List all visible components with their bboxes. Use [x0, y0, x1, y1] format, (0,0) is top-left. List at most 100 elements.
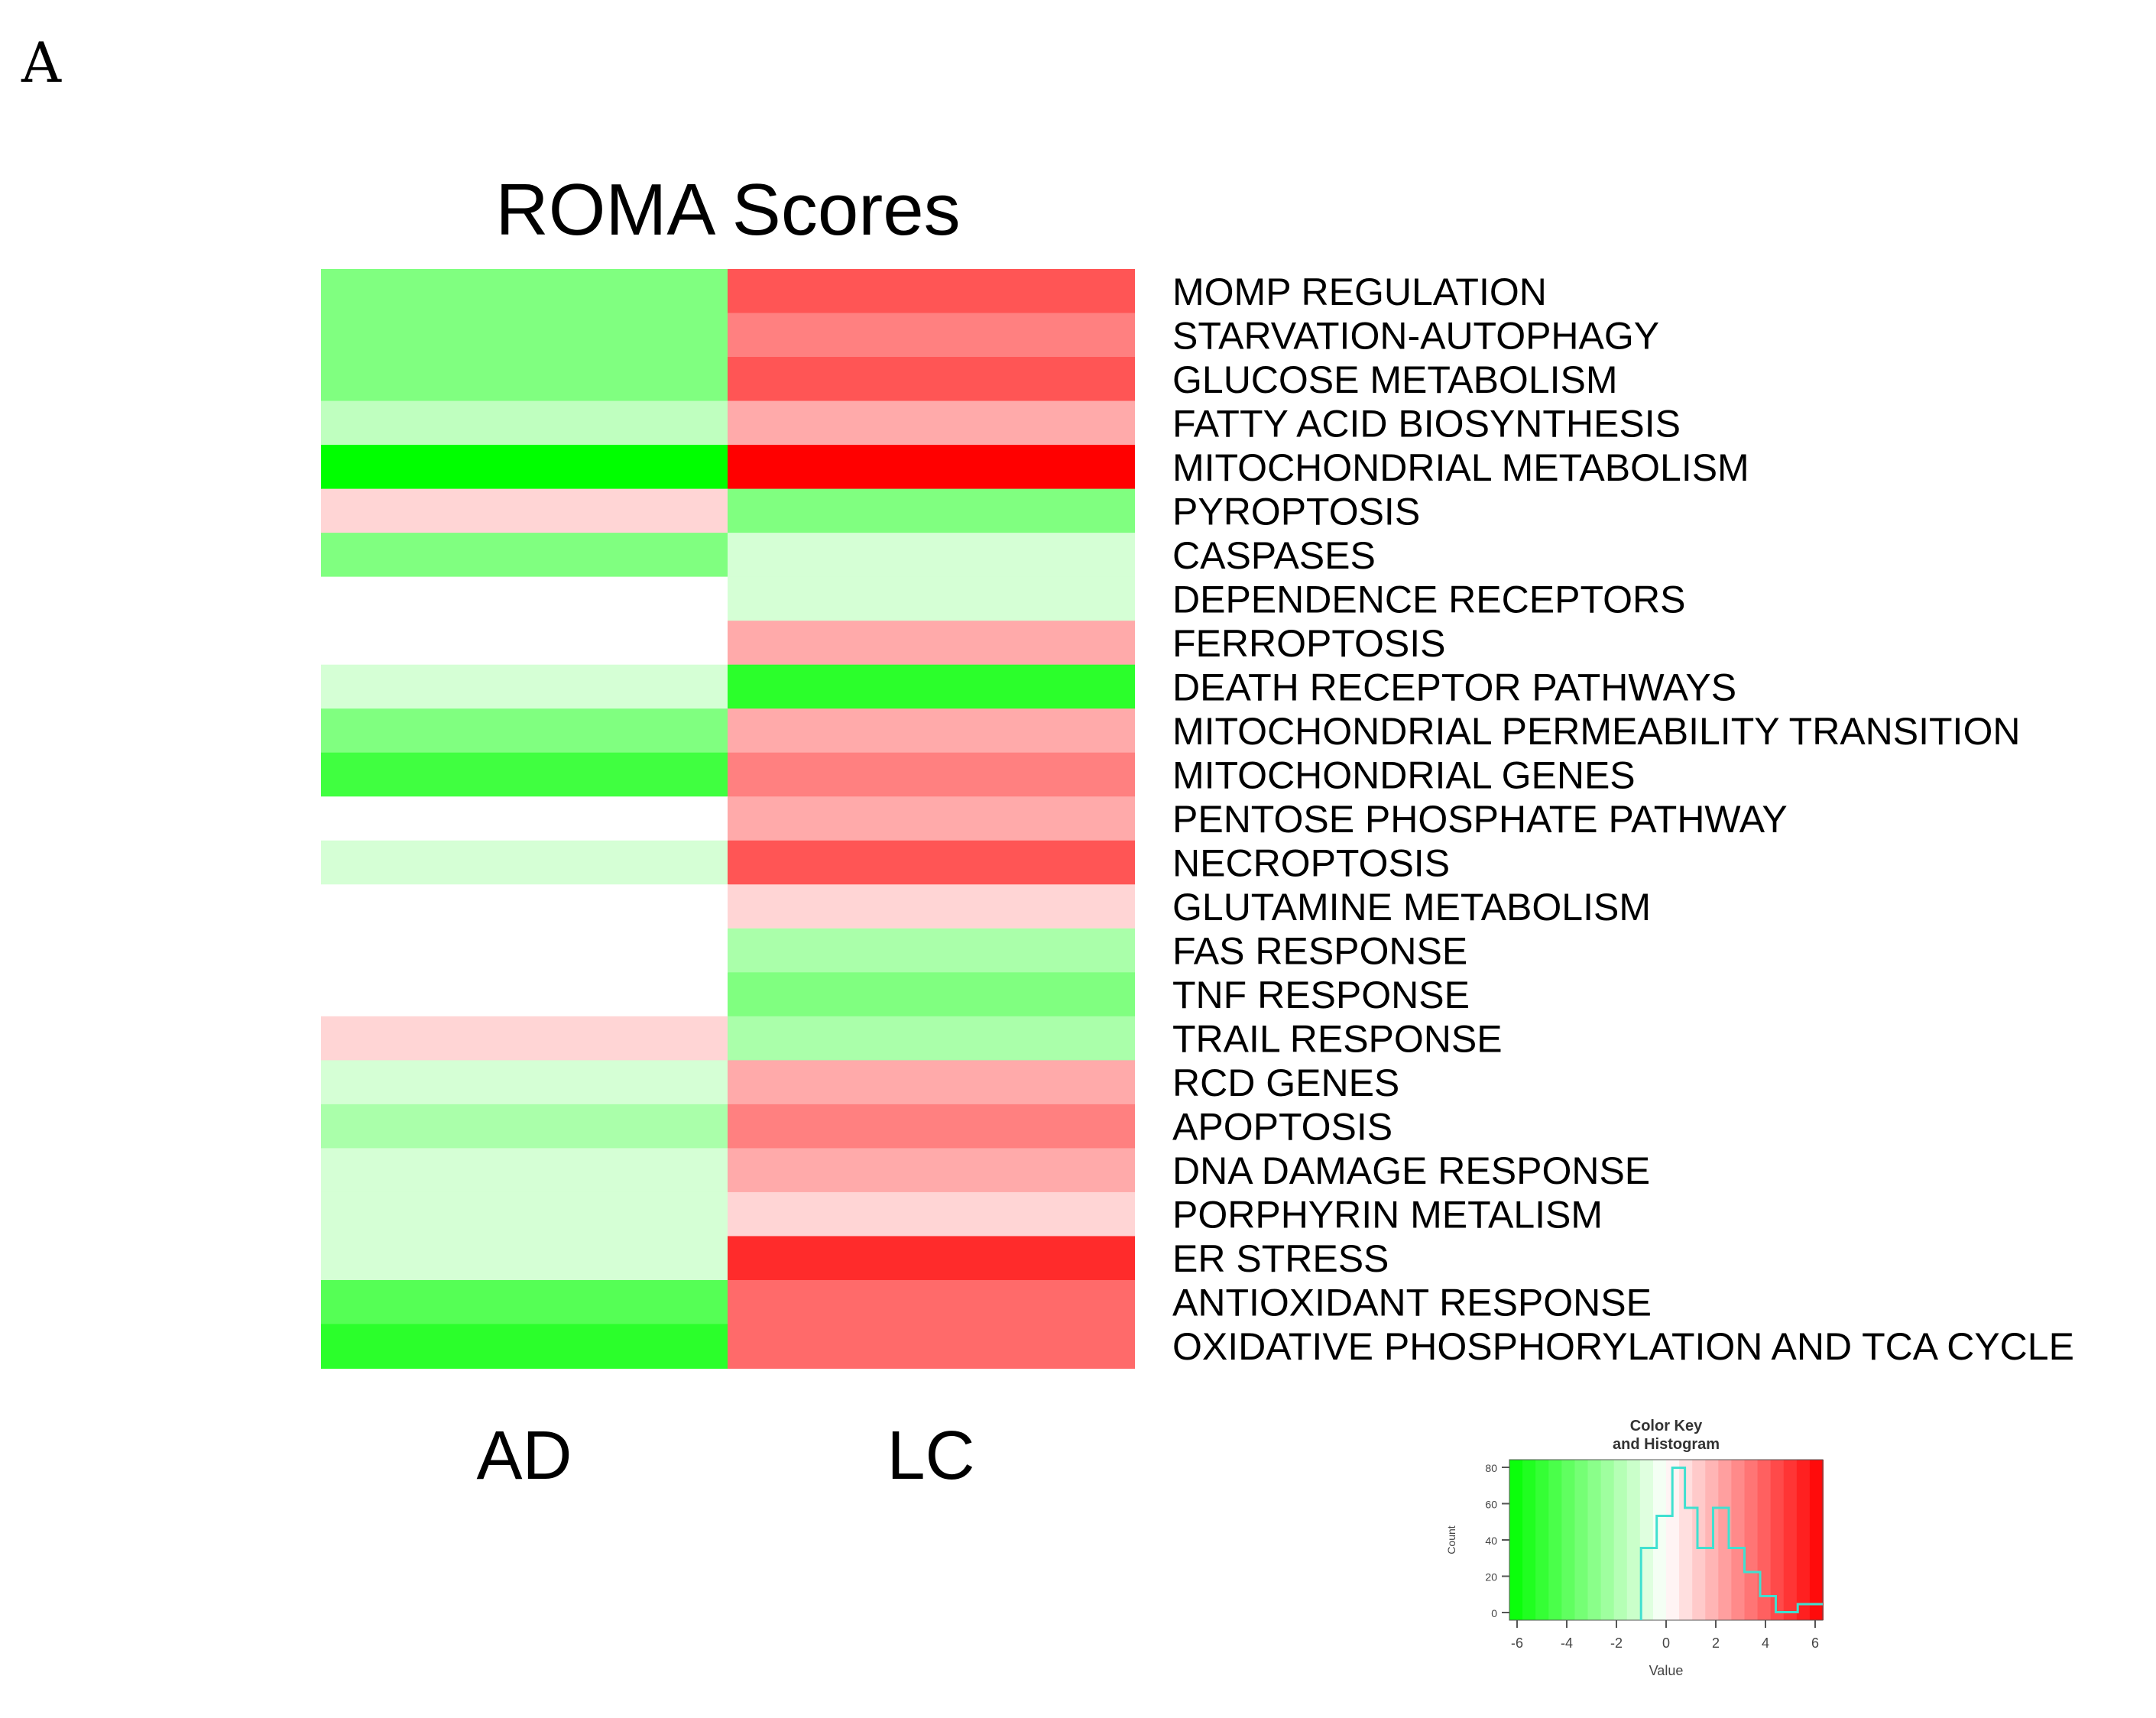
heatmap-cell: [728, 313, 1135, 358]
heatmap-cell: [728, 269, 1135, 314]
heatmap-cell: [321, 400, 728, 446]
row-label: APOPTOSIS: [1172, 1106, 1392, 1149]
color-key-swatch: [1809, 1460, 1824, 1620]
color-key-swatch: [1639, 1460, 1654, 1620]
heatmap-cell: [728, 533, 1135, 578]
color-key-swatch: [1509, 1460, 1524, 1620]
heatmap-cell: [321, 708, 728, 754]
heatmap-cell: [728, 1191, 1135, 1237]
color-key-swatch: [1718, 1460, 1733, 1620]
heatmap-cell: [321, 445, 728, 490]
row-label: PENTOSE PHOSPHATE PATHWAY: [1172, 798, 1788, 841]
color-key-swatch: [1666, 1460, 1681, 1620]
heatmap-cell: [321, 884, 728, 929]
color-key-y-tick-label: 20: [1485, 1571, 1497, 1583]
color-key-swatch: [1613, 1460, 1628, 1620]
heatmap-cell: [728, 664, 1135, 710]
color-key-y-tick-label: 40: [1485, 1535, 1497, 1547]
row-label: DEPENDENCE RECEPTORS: [1172, 578, 1685, 621]
heatmap-cell: [321, 488, 728, 534]
heatmap-cell: [728, 928, 1135, 974]
heatmap-cell: [321, 1148, 728, 1193]
row-label: MITOCHONDRIAL PERMEABILITY TRANSITION: [1172, 710, 2020, 753]
color-key-swatch: [1679, 1460, 1694, 1620]
color-key-x-tick-label: 6: [1811, 1635, 1819, 1651]
row-label: DNA DAMAGE RESPONSE: [1172, 1149, 1650, 1192]
heatmap-cell: [321, 752, 728, 798]
color-key-x-tick-label: -2: [1610, 1635, 1623, 1651]
heatmap-cell: [728, 576, 1135, 622]
heatmap-cell: [728, 445, 1135, 490]
heatmap-cell: [321, 840, 728, 886]
heatmap-cell: [728, 1236, 1135, 1281]
row-label: CASPASES: [1172, 534, 1376, 577]
heatmap-cell: [728, 621, 1135, 666]
color-key-swatch: [1535, 1460, 1550, 1620]
row-label: GLUCOSE METABOLISM: [1172, 358, 1618, 401]
color-key-swatch: [1548, 1460, 1563, 1620]
heatmap-cell: [321, 1060, 728, 1105]
heatmap-cell: [728, 840, 1135, 886]
heatmap-cell: [321, 621, 728, 666]
row-label: RCD GENES: [1172, 1062, 1399, 1104]
row-label: TNF RESPONSE: [1172, 974, 1470, 1016]
row-label: PORPHYRIN METALISM: [1172, 1194, 1603, 1237]
row-label: NECROPTOSIS: [1172, 842, 1450, 885]
heatmap-cell: [321, 1016, 728, 1062]
heatmap-cell: [321, 1191, 728, 1237]
row-label: TRAIL RESPONSE: [1172, 1018, 1503, 1061]
color-key-swatch: [1522, 1460, 1537, 1620]
heatmap-cell: [728, 1148, 1135, 1193]
heatmap-cell: [321, 313, 728, 358]
row-label: STARVATION-AUTOPHAGY: [1172, 314, 1659, 357]
color-key-swatch: [1692, 1460, 1707, 1620]
heatmap-cell: [728, 400, 1135, 446]
heatmap-cell: [321, 1236, 728, 1281]
row-label: OXIDATIVE PHOSPHORYLATION AND TCA CYCLE: [1172, 1325, 2074, 1368]
row-label: FERROPTOSIS: [1172, 622, 1445, 665]
color-key-y-tick-label: 80: [1485, 1462, 1497, 1474]
color-key-swatch: [1744, 1460, 1759, 1620]
heatmap-cell: [728, 708, 1135, 754]
heatmap-cell: [321, 664, 728, 710]
row-label: MOMP REGULATION: [1172, 271, 1547, 313]
heatmap-cell: [321, 1324, 728, 1369]
heatmap-cell: [728, 1279, 1135, 1325]
color-key-x-tick-label: -6: [1511, 1635, 1523, 1651]
heatmap-cell: [728, 1060, 1135, 1105]
color-key-swatch: [1783, 1460, 1798, 1620]
color-key-title: Color Key: [1630, 1418, 1703, 1434]
color-key: Color Key and Histogram -6 -4 -2 0 2 4 6 Value 80 6…: [1445, 1418, 1824, 1678]
color-key-swatch: [1796, 1460, 1811, 1620]
color-key-ylabel: Count: [1445, 1525, 1457, 1554]
row-label: DEATH RECEPTOR PATHWAYS: [1172, 666, 1736, 708]
heatmap-cell: [728, 357, 1135, 402]
color-key-x-tick-label: 2: [1712, 1635, 1720, 1651]
color-key-subtitle: and Histogram: [1613, 1436, 1720, 1453]
heatmap-cell: [728, 796, 1135, 841]
row-label: ER STRESS: [1172, 1237, 1389, 1280]
color-key-x-tick-label: 0: [1662, 1635, 1670, 1651]
heatmap-cell: [728, 488, 1135, 534]
color-key-swatch: [1770, 1460, 1785, 1620]
color-key-swatch: [1731, 1460, 1746, 1620]
heatmap-cell: [728, 1016, 1135, 1062]
color-key-swatch: [1561, 1460, 1576, 1620]
heatmap-cell: [321, 357, 728, 402]
heatmap-cell: [728, 1324, 1135, 1369]
heatmap-cell: [321, 576, 728, 622]
panel-label: A: [21, 31, 61, 95]
color-key-y-tick-label: 60: [1485, 1499, 1497, 1511]
row-label: MITOCHONDRIAL METABOLISM: [1172, 446, 1749, 489]
heatmap-cell: [321, 928, 728, 974]
heatmap-cell: [728, 1104, 1135, 1149]
heatmap-cell: [321, 1279, 728, 1325]
heatmap-cell: [321, 1104, 728, 1149]
row-label: FATTY ACID BIOSYNTHESIS: [1172, 402, 1681, 445]
color-key-swatch: [1626, 1460, 1641, 1620]
row-label: GLUTAMINE METABOLISM: [1172, 886, 1651, 929]
heatmap-cell: [728, 884, 1135, 929]
heatmap-cell: [321, 269, 728, 314]
color-key-swatch: [1587, 1460, 1602, 1620]
